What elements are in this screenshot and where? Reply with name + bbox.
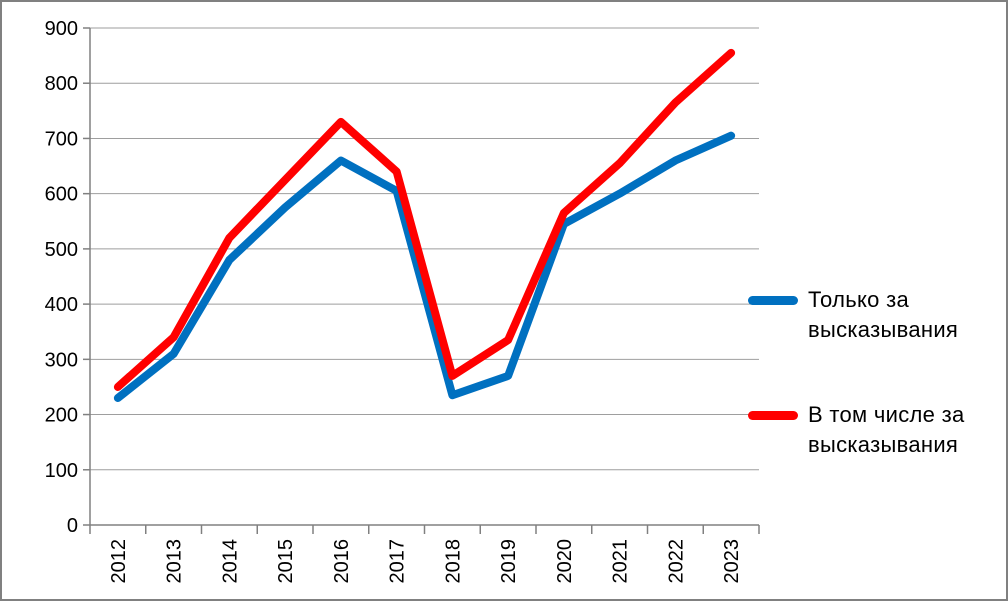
- y-axis-label: 600: [45, 184, 78, 206]
- x-axis-label: 2020: [554, 539, 576, 584]
- y-axis-label: 300: [45, 349, 78, 371]
- legend: Только за высказывания В том числе за вы…: [748, 285, 1000, 460]
- x-axis-label: 2015: [275, 539, 297, 584]
- legend-item-only-statements: Только за высказывания: [748, 285, 1000, 345]
- y-axis-label: 900: [45, 18, 78, 40]
- y-axis-label: 500: [45, 239, 78, 261]
- x-axis-label: 2018: [442, 539, 464, 584]
- x-axis-label: 2013: [164, 539, 186, 584]
- y-axis-label: 100: [45, 460, 78, 482]
- x-axis-label: 2014: [219, 539, 241, 584]
- x-axis-label: 2023: [721, 539, 743, 584]
- y-axis-label: 200: [45, 405, 78, 427]
- x-axis-label: 2017: [387, 539, 409, 584]
- series-line-red: [113, 48, 736, 391]
- legend-label: Только за высказывания: [808, 287, 959, 342]
- x-axis-label: 2012: [108, 539, 130, 584]
- y-axis-label: 700: [45, 128, 78, 150]
- x-axis-label: 2016: [331, 539, 353, 584]
- x-axis-label: 2019: [498, 539, 520, 584]
- series-line-blue: [113, 131, 736, 402]
- legend-label: В том числе за высказывания: [808, 402, 965, 457]
- y-axis-label: 0: [67, 515, 78, 537]
- x-axis-label: 2021: [610, 539, 632, 584]
- legend-item-including-statements: В том числе за высказывания: [748, 400, 1000, 460]
- x-axis-label: 2022: [665, 539, 687, 584]
- legend-swatch-blue-line: [748, 296, 798, 305]
- y-axis-label: 400: [45, 294, 78, 316]
- legend-swatch-red-line: [748, 411, 798, 420]
- y-axis-label: 800: [45, 73, 78, 95]
